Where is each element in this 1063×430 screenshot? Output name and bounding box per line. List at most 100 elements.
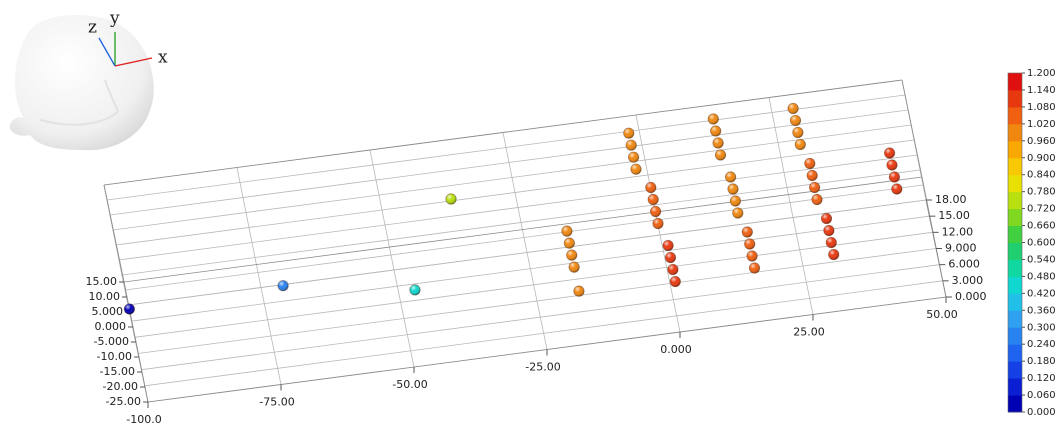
render-view: x y z -100.0-75.00-50.00-25.000.00025.00… (0, 0, 1063, 430)
point-shade (713, 138, 723, 148)
point-shade (793, 127, 803, 137)
back-grid-line (113, 125, 911, 230)
data-point (711, 126, 721, 136)
data-point (562, 226, 572, 236)
colorbar-label: 0.900 (1027, 153, 1056, 164)
colorbar-label: 0.840 (1027, 170, 1056, 181)
x-tick-label: -75.00 (259, 396, 294, 409)
colorbar-label: 0.600 (1027, 238, 1056, 249)
data-point (653, 218, 663, 228)
colorbar-swatch (1008, 276, 1022, 293)
colorbar-swatch (1008, 209, 1022, 226)
back-grid-line (119, 155, 917, 260)
colorbar-label: 0.300 (1027, 322, 1056, 333)
data-point (670, 276, 680, 286)
colorbar-label: 0.120 (1027, 373, 1056, 384)
colorbar-swatch (1008, 90, 1022, 107)
data-point (795, 139, 805, 149)
colorbar-label: 1.140 (1027, 85, 1056, 96)
data-point (749, 263, 759, 273)
point-shade (728, 184, 738, 194)
point-shade (628, 152, 638, 162)
box-edge (902, 80, 922, 177)
data-point (646, 182, 656, 192)
floor-grid-line (131, 216, 929, 321)
point-shade (747, 251, 757, 261)
data-point (887, 160, 897, 170)
point-shade (749, 263, 759, 273)
point-shade (278, 281, 288, 291)
point-shade (725, 172, 735, 182)
data-point (793, 127, 803, 137)
orientation-z-label: z (88, 18, 97, 38)
data-point (624, 128, 634, 138)
floor-grid-line (135, 232, 933, 337)
data-point (742, 227, 752, 237)
back-grid-line (116, 140, 914, 245)
point-shade (562, 226, 572, 236)
point-shade (574, 286, 584, 296)
point-shade (708, 114, 718, 124)
data-point (708, 114, 718, 124)
data-point (892, 184, 902, 194)
data-point (715, 150, 725, 160)
data-point (824, 225, 834, 235)
point-shade (648, 194, 658, 204)
point-shade (788, 103, 798, 113)
colorbar-swatch (1008, 395, 1022, 412)
colorbar-label: 0.960 (1027, 136, 1056, 147)
colorbar-label: 0.180 (1027, 356, 1056, 367)
data-point (889, 172, 899, 182)
colorbar-label: 0.780 (1027, 187, 1056, 198)
point-shade (744, 239, 754, 249)
floor-grid-line (128, 200, 926, 305)
point-shade (812, 194, 822, 204)
colorbar-label: 0.060 (1027, 390, 1056, 401)
point-shade (790, 115, 800, 125)
colorbar-swatch (1008, 344, 1022, 361)
colorbar-swatch (1008, 327, 1022, 344)
data-point (713, 138, 723, 148)
data-point (567, 250, 577, 260)
y-tick-label: -10.00 (97, 350, 132, 363)
colorbar-label: 1.200 (1027, 68, 1056, 79)
back-grid-line (125, 185, 923, 290)
point-shade (828, 249, 838, 259)
data-point (665, 252, 675, 262)
point-shade (650, 206, 660, 216)
point-shade (124, 304, 134, 314)
colorbar-label: 0.240 (1027, 339, 1056, 350)
y-tick-label: -5.000 (94, 335, 129, 348)
colorbar-swatch (1008, 310, 1022, 327)
data-point (807, 170, 817, 180)
data-point (650, 206, 660, 216)
data-point (648, 194, 658, 204)
colorbar-swatch (1008, 141, 1022, 158)
point-shade (733, 208, 743, 218)
point-shade (663, 240, 673, 250)
data-point (631, 164, 641, 174)
point-shade (653, 218, 663, 228)
box-edge (104, 80, 902, 185)
x-tick-label: 0.000 (660, 343, 692, 356)
y-tick-label: 0.000 (95, 320, 127, 333)
data-point (733, 208, 743, 218)
data-point (744, 239, 754, 249)
orientation-widget: x y z (10, 9, 168, 151)
point-shade (567, 250, 577, 260)
colorbar-label: 0.720 (1027, 204, 1056, 215)
point-shade (665, 252, 675, 262)
data-point (809, 182, 819, 192)
point-shade (624, 128, 634, 138)
data-point (569, 262, 579, 272)
point-shade (889, 172, 899, 182)
point-shade (730, 196, 740, 206)
colorbar-swatch (1008, 378, 1022, 395)
point-layer (124, 103, 902, 314)
colorbar-swatch (1008, 124, 1022, 141)
colorbar-label: 0.360 (1027, 305, 1056, 316)
z-tick-label: 9.000 (945, 242, 977, 255)
point-shade (410, 285, 420, 295)
point-shade (884, 148, 894, 158)
colorbar-swatch (1008, 107, 1022, 124)
